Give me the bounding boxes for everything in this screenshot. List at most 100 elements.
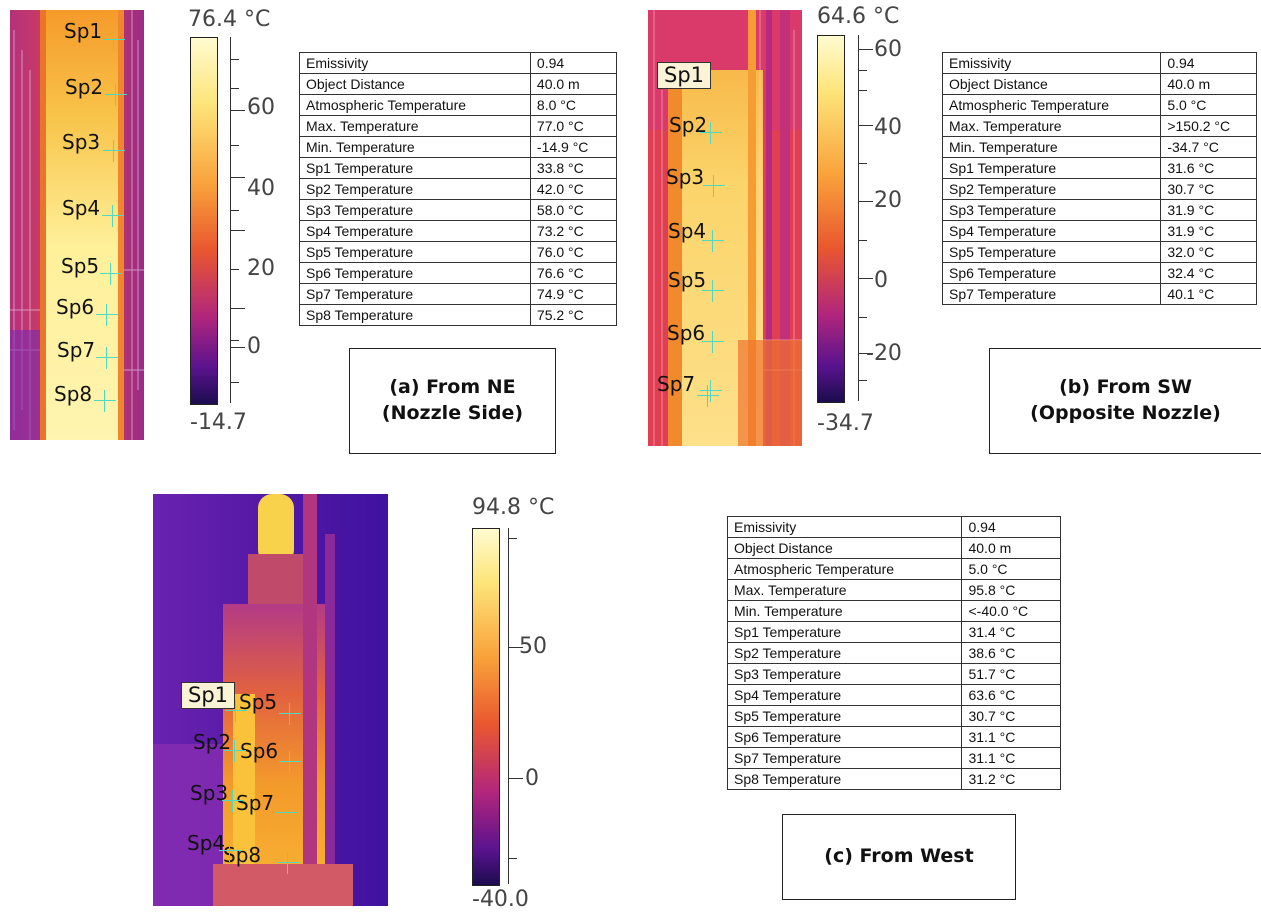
spot-marker-b-7 xyxy=(697,385,719,407)
spot-label-b-3: Sp3 xyxy=(666,165,705,189)
parameter-value-cell: 31.9 °C xyxy=(1160,220,1257,242)
scale-tick-label-a-3: 20 xyxy=(247,256,275,281)
spot-label-a-5: Sp5 xyxy=(61,254,100,278)
parameter-name-cell: Sp2 Temperature xyxy=(941,178,1162,200)
table-row: Sp7 Temperature 40.1 °C xyxy=(941,283,1257,305)
scale-tick-label-c-2: 0 xyxy=(525,766,539,791)
spot-marker-a-3 xyxy=(103,140,125,162)
parameter-name-cell: Sp6 Temperature xyxy=(941,262,1162,284)
table-row: Min. Temperature -34.7 °C xyxy=(941,136,1257,158)
scale-tick-label-b-1: 60 xyxy=(874,37,902,62)
spot-marker-c-4 xyxy=(219,840,241,862)
spot-label-b-1: Sp1 xyxy=(657,62,712,89)
spot-label-c-6: Sp6 xyxy=(240,739,279,763)
scale-ticks-b xyxy=(858,35,873,401)
parameter-value-cell: -34.7 °C xyxy=(1160,136,1257,158)
table-row: Sp8 Temperature 75.2 °C xyxy=(299,304,618,326)
table-row: Max. Temperature 95.8 °C xyxy=(726,579,1061,601)
scale-ticks-a xyxy=(230,37,245,403)
parameter-name-cell: Sp1 Temperature xyxy=(299,157,531,179)
parameter-name-cell: Sp7 Temperature xyxy=(726,747,963,769)
parameter-value-cell: 8.0 °C xyxy=(529,94,618,116)
spot-marker-b-1 xyxy=(700,122,722,144)
parameter-name-cell: Sp2 Temperature xyxy=(726,642,963,664)
table-row: Sp3 Temperature 51.7 °C xyxy=(726,663,1061,685)
color-scale-bar-c xyxy=(472,528,500,886)
parameter-value-cell: 31.9 °C xyxy=(1160,199,1257,221)
scale-tick-label-b-2: 40 xyxy=(874,115,902,140)
parameter-name-cell: Sp2 Temperature xyxy=(299,178,531,200)
spot-label-b-5: Sp5 xyxy=(668,268,707,292)
parameter-name-cell: Sp6 Temperature xyxy=(299,262,531,284)
spot-label-b-6: Sp6 xyxy=(667,321,706,345)
scale-tick-label-a-4: 0 xyxy=(247,334,261,359)
spot-marker-b-3 xyxy=(702,230,724,252)
parameter-value-cell: 31.4 °C xyxy=(961,621,1061,643)
caption-b-line2: (Opposite Nozzle) xyxy=(1030,402,1221,424)
table-row: Sp6 Temperature 32.4 °C xyxy=(941,262,1257,284)
spot-label-a-4: Sp4 xyxy=(62,196,101,220)
parameter-name-cell: Object Distance xyxy=(299,73,531,95)
table-row: Object Distance 40.0 m xyxy=(941,73,1257,95)
table-row: Sp8 Temperature 31.2 °C xyxy=(726,768,1061,790)
parameter-name-cell: Max. Temperature xyxy=(299,115,531,137)
parameter-value-cell: 32.0 °C xyxy=(1160,241,1257,263)
table-row: Sp3 Temperature 58.0 °C xyxy=(299,199,618,221)
table-row: Atmospheric Temperature 5.0 °C xyxy=(941,94,1257,116)
spot-label-b-4: Sp4 xyxy=(668,219,707,243)
spot-label-c-2: Sp2 xyxy=(193,730,232,754)
caption-b: (b) From SW (Opposite Nozzle) xyxy=(989,348,1261,454)
spot-marker-b-2 xyxy=(703,175,725,197)
parameter-name-cell: Sp5 Temperature xyxy=(726,705,963,727)
table-row: Sp2 Temperature 38.6 °C xyxy=(726,642,1061,664)
parameter-value-cell: 40.0 m xyxy=(1160,73,1257,95)
spot-label-a-8: Sp8 xyxy=(54,382,93,406)
scale-tick-label-a-1: 60 xyxy=(247,95,275,120)
spot-label-c-5: Sp5 xyxy=(239,690,278,714)
parameter-name-cell: Max. Temperature xyxy=(941,115,1162,137)
parameter-value-cell: 40.0 m xyxy=(961,537,1061,559)
table-row: Sp5 Temperature 32.0 °C xyxy=(941,241,1257,263)
caption-a-line2: (Nozzle Side) xyxy=(381,402,524,424)
parameter-value-cell: 0.94 xyxy=(1160,52,1257,74)
spot-marker-c-2 xyxy=(224,740,246,762)
parameter-value-cell: 32.4 °C xyxy=(1160,262,1257,284)
spot-label-a-6: Sp6 xyxy=(56,295,95,319)
parameter-name-cell: Emissivity xyxy=(726,516,963,538)
parameter-value-cell: 58.0 °C xyxy=(529,199,618,221)
parameter-value-cell: 40.0 m xyxy=(529,73,618,95)
spot-label-b-2: Sp2 xyxy=(669,113,708,137)
parameter-value-cell: 31.2 °C xyxy=(961,768,1061,790)
table-row: Object Distance 40.0 m xyxy=(299,73,618,95)
parameter-name-cell: Sp3 Temperature xyxy=(726,663,963,685)
parameter-name-cell: Sp8 Temperature xyxy=(299,304,531,326)
table-row: Sp1 Temperature 31.6 °C xyxy=(941,157,1257,179)
table-row: Emissivity 0.94 xyxy=(941,52,1257,74)
parameter-value-cell: 31.1 °C xyxy=(961,726,1061,748)
parameter-name-cell: Sp6 Temperature xyxy=(726,726,963,748)
parameter-name-cell: Sp3 Temperature xyxy=(941,199,1162,221)
parameter-name-cell: Sp3 Temperature xyxy=(299,199,531,221)
spot-label-c-7: Sp7 xyxy=(236,791,275,815)
spot-label-a-7: Sp7 xyxy=(57,338,96,362)
table-row: Sp4 Temperature 73.2 °C xyxy=(299,220,618,242)
parameter-name-cell: Object Distance xyxy=(726,537,963,559)
parameter-name-cell: Sp5 Temperature xyxy=(941,241,1162,263)
table-row: Atmospheric Temperature 5.0 °C xyxy=(726,558,1061,580)
spot-marker-c-1 xyxy=(225,700,247,722)
parameter-value-cell: 51.7 °C xyxy=(961,663,1061,685)
table-row: Sp7 Temperature 74.9 °C xyxy=(299,283,618,305)
parameter-name-cell: Atmospheric Temperature xyxy=(726,558,963,580)
scale-tick-label-b-3: 20 xyxy=(874,188,902,213)
parameter-value-cell: 63.6 °C xyxy=(961,684,1061,706)
spot-marker-a-6 xyxy=(96,304,118,326)
parameter-name-cell: Sp4 Temperature xyxy=(299,220,531,242)
thermal-image-a xyxy=(10,10,144,440)
table-row: Sp5 Temperature 30.7 °C xyxy=(726,705,1061,727)
spot-marker-a-4 xyxy=(102,205,124,227)
parameter-name-cell: Max. Temperature xyxy=(726,579,963,601)
scale-tick-label-b-4: 0 xyxy=(874,268,888,293)
parameter-name-cell: Sp1 Temperature xyxy=(941,157,1162,179)
spot-label-a-1: Sp1 xyxy=(64,19,103,43)
caption-a: (a) From NE (Nozzle Side) xyxy=(349,348,556,454)
